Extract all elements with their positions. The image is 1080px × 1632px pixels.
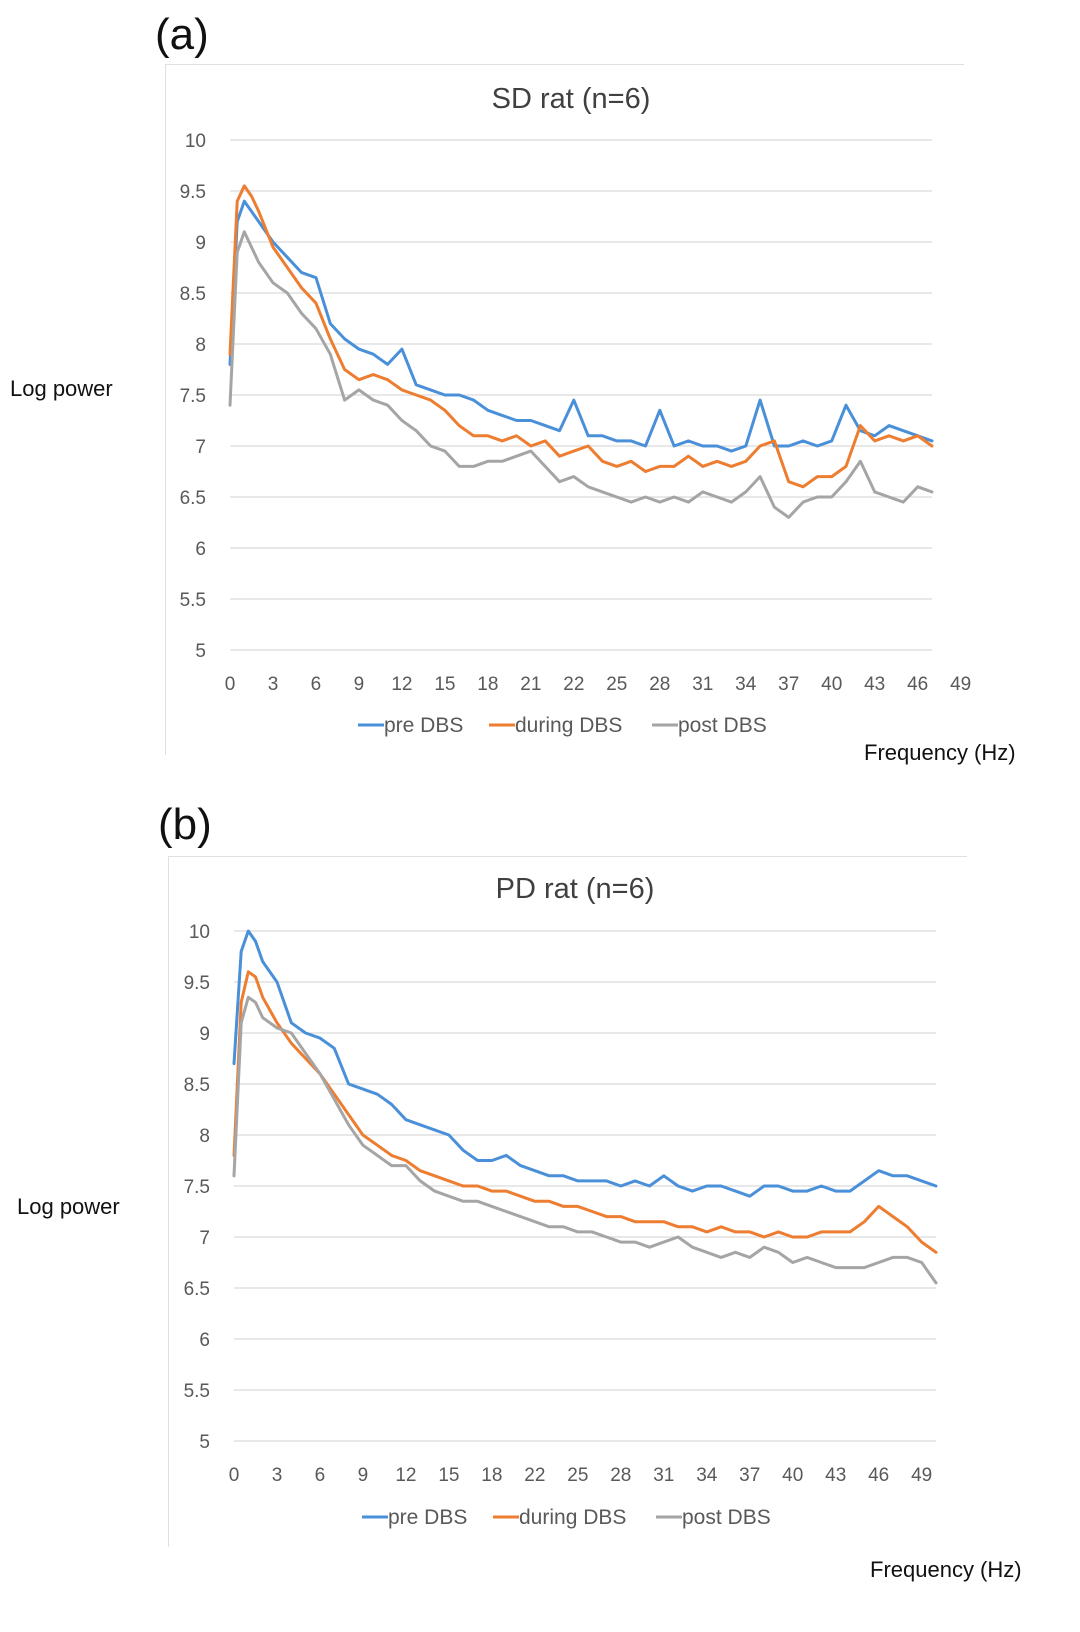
panel-b-y-tick-label: 6.5: [184, 1279, 210, 1300]
panel-b-x-axis-label: Frequency (Hz): [870, 1557, 1022, 1582]
panel-b-x-tick-label: 28: [610, 1465, 631, 1486]
panel-b-x-tick-label: 49: [911, 1465, 932, 1486]
panel-b-x-tick-label: 18: [481, 1465, 502, 1486]
panel-a-x-tick-label: 40: [821, 674, 842, 695]
panel-a-x-tick-label: 31: [692, 674, 713, 695]
panel-b-y-tick-label: 8: [199, 1126, 210, 1147]
panel-a-x-tick-label: 21: [520, 674, 541, 695]
panel-a-legend-label: during DBS: [515, 714, 622, 737]
panel-a-series-during-dbs-line: [228, 184, 934, 489]
panel-a-y-tick-label: 8: [195, 335, 206, 356]
panel-b-chart-frame: [168, 856, 967, 1547]
panel-b-x-tick-label: 6: [315, 1465, 326, 1486]
panel-a-y-tick-label: 9: [195, 233, 206, 254]
panel-a-label: (a): [155, 10, 209, 59]
panel-b-y-axis-label: Log power: [17, 1194, 120, 1219]
panel-a-y-tick-label: 9.5: [180, 182, 206, 203]
panel-a-series-post-dbs-line: [228, 230, 934, 519]
panel-a-y-tick-label: 7.5: [180, 386, 206, 407]
panel-b-x-tick-label: 25: [567, 1465, 588, 1486]
panel-b-label: (b): [158, 800, 212, 849]
panel-b-x-tick-label: 3: [272, 1465, 283, 1486]
panel-a-y-tick-label: 8.5: [180, 284, 206, 305]
panel-b-x-tick-label: 0: [229, 1465, 240, 1486]
panel-a-x-axis-label: Frequency (Hz): [864, 740, 1016, 765]
panel-a-x-tick-label: 0: [225, 674, 236, 695]
panel-b-series-pre-dbs-line: [232, 929, 938, 1198]
panel-b-legend-label: during DBS: [519, 1506, 626, 1529]
panel-a-y-tick-label: 10: [185, 131, 206, 152]
panel-a-series-pre-dbs-line: [228, 199, 934, 453]
panel-b-y-tick-label: 8.5: [184, 1075, 210, 1096]
panel-a-x-tick-label: 25: [606, 674, 627, 695]
panel-a-x-tick-label: 18: [477, 674, 498, 695]
panel-b-y-tick-label: 9.5: [184, 973, 210, 994]
panel-b-x-tick-label: 40: [782, 1465, 803, 1486]
panel-b-legend-label: post DBS: [682, 1506, 771, 1529]
panel-b-x-tick-label: 46: [868, 1465, 889, 1486]
panel-a-y-axis-label: Log power: [10, 376, 113, 401]
panel-a-chart-title: SD rat (n=6): [492, 83, 651, 115]
panel-b-x-tick-label: 22: [524, 1465, 545, 1486]
panel-a-x-tick-label: 3: [268, 674, 279, 695]
panel-b-y-tick-label: 5: [199, 1432, 210, 1453]
panel-b-legend-label: pre DBS: [388, 1506, 467, 1529]
panel-b-series-post-dbs-line: [232, 995, 938, 1285]
panel-a-x-tick-label: 6: [311, 674, 322, 695]
panel-a-x-tick-label: 37: [778, 674, 799, 695]
panel-b-y-tick-label: 10: [189, 922, 210, 943]
panel-b-x-tick-label: 43: [825, 1465, 846, 1486]
panel-a-y-tick-label: 5: [195, 641, 206, 662]
panel-b-x-tick-label: 34: [696, 1465, 718, 1486]
panel-b-y-tick-label: 9: [199, 1024, 210, 1045]
panel-a-y-tick-label: 6.5: [180, 488, 206, 509]
panel-a-y-tick-label: 7: [195, 437, 206, 458]
panel-a-y-tick-label: 6: [195, 539, 206, 560]
panel-a-x-tick-label: 28: [649, 674, 670, 695]
panel-a-legend-label: post DBS: [678, 714, 767, 737]
panel-b-chart-title: PD rat (n=6): [496, 873, 655, 905]
panel-b-x-tick-label: 15: [438, 1465, 459, 1486]
panel-b-x-tick-label: 9: [358, 1465, 369, 1486]
panel-b-series-during-dbs-line: [232, 970, 938, 1254]
panel-a-x-tick-label: 9: [354, 674, 365, 695]
panel-a-x-tick-label: 15: [434, 674, 455, 695]
panel-a-legend-label: pre DBS: [384, 714, 463, 737]
panel-a-x-tick-label: 34: [735, 674, 757, 695]
panel-a-x-tick-label: 22: [563, 674, 584, 695]
panel-a-x-tick-label: 43: [864, 674, 885, 695]
panel-b-y-tick-label: 7.5: [184, 1177, 210, 1198]
panel-a-y-tick-label: 5.5: [180, 590, 206, 611]
panel-a-x-tick-label: 49: [950, 674, 971, 695]
panel-b-y-tick-label: 7: [199, 1228, 210, 1249]
panel-b-x-tick-label: 37: [739, 1465, 760, 1486]
panel-b-y-tick-label: 5.5: [184, 1381, 210, 1402]
panel-a-x-tick-label: 46: [907, 674, 928, 695]
panel-b-x-tick-label: 31: [653, 1465, 674, 1486]
panel-a-x-tick-label: 12: [391, 674, 412, 695]
panel-b-x-tick-label: 12: [395, 1465, 416, 1486]
panel-a-chart-frame: [165, 64, 964, 755]
panel-b-y-tick-label: 6: [199, 1330, 210, 1351]
